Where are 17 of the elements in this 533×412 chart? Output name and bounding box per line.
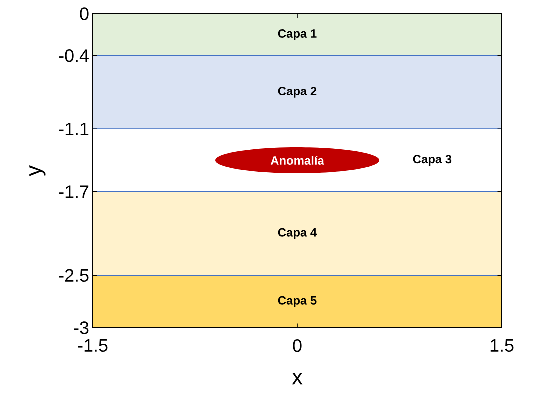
series-label: Capa 3 [413,155,452,166]
x-tick-label: 0 [293,340,302,352]
series-label: Capa 4 [278,228,318,240]
series-label: Capa 2 [278,87,317,98]
series-label: Capa 1 [278,30,317,40]
x-axis-title: x [292,373,303,385]
y-tick-label: -3 [74,322,89,334]
y-tick-label: -2.5 [59,269,89,282]
y-tick-label: -1.7 [59,186,89,198]
y-tick-label: 0 [80,8,89,20]
x-tick-label: -1.5 [78,340,108,352]
annotation: Anomalía [270,156,324,165]
series-label: Capa 5 [278,296,317,308]
y-axis-title: y [30,166,46,176]
y-tick-label: -1.1 [59,122,89,136]
x-tick-label: 1.5 [490,340,514,352]
y-tick-label: -0.4 [59,50,89,62]
